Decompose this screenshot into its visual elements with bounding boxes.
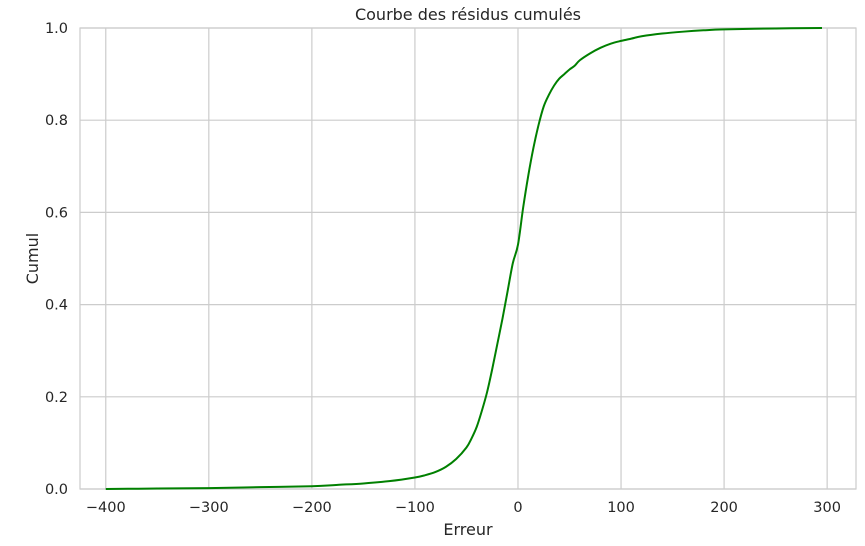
- y-tick-label: 0.0: [45, 482, 68, 498]
- x-tick-label: −100: [395, 500, 435, 516]
- y-tick-label: 0.8: [45, 113, 68, 129]
- x-axis: −400 −300 −200 −100 0 100 200 300: [86, 500, 841, 516]
- chart-title: Courbe des résidus cumulés: [355, 5, 581, 24]
- x-tick-label: −300: [189, 500, 229, 516]
- y-tick-label: 0.4: [45, 298, 68, 314]
- x-tick-label: 300: [813, 500, 841, 516]
- cumulative-residual-line: [105, 27, 823, 490]
- x-axis-label: Erreur: [443, 520, 493, 539]
- grid-lines: [80, 27, 856, 490]
- y-axis: 0.0 0.2 0.4 0.6 0.8 1.0: [45, 21, 68, 498]
- y-axis-label: Cumul: [23, 233, 42, 284]
- y-tick-label: 0.6: [45, 205, 68, 221]
- plot-area: [79, 27, 857, 490]
- x-tick-label: 0: [513, 500, 522, 516]
- y-tick-label: 1.0: [45, 21, 68, 37]
- x-tick-label: −400: [86, 500, 126, 516]
- x-tick-label: 100: [607, 500, 635, 516]
- x-tick-label: −200: [292, 500, 332, 516]
- y-tick-label: 0.2: [45, 390, 68, 406]
- x-tick-label: 200: [710, 500, 738, 516]
